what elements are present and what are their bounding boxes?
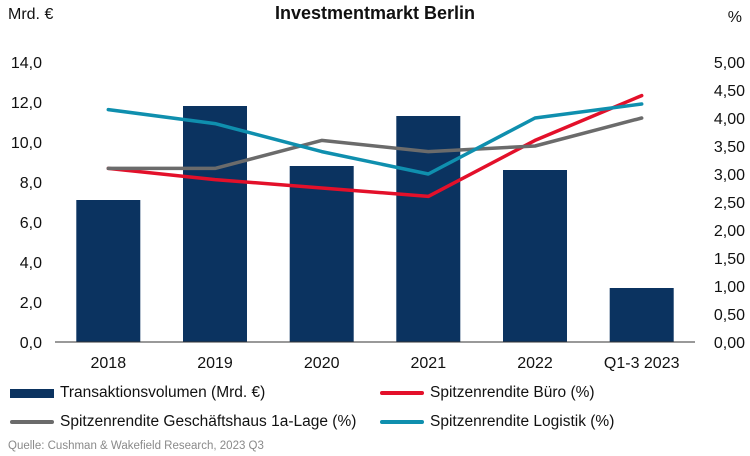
- bar-4: [503, 170, 567, 342]
- y-right-tick-label: 0,50: [714, 307, 745, 324]
- series-1-point-0: [107, 167, 110, 170]
- series-0-point-2: [320, 186, 323, 190]
- bar-2: [289, 166, 354, 342]
- y-left-tick-label: 6,0: [20, 215, 42, 232]
- y-left-tick-label: 2,0: [20, 295, 42, 312]
- x-tick-label: Q1-3 2023: [604, 355, 680, 372]
- series-0-point-3: [427, 195, 430, 198]
- y-left-tick-label: 0,0: [20, 335, 42, 352]
- legend-item-bars: Transaktionsvolumen (Mrd. €): [10, 384, 265, 402]
- series-1-point-3: [427, 150, 430, 153]
- series-1-point-4: [533, 144, 537, 148]
- source-note: Quelle: Cushman & Wakefield Research, 20…: [8, 440, 264, 452]
- y-right-tick-label: 4,00: [714, 111, 745, 128]
- series-0-point-5: [640, 94, 643, 97]
- chart-title: Investmentmarkt Berlin: [275, 3, 475, 23]
- series-1-point-1: [213, 167, 217, 170]
- y-left-tick-label: 4,0: [20, 255, 42, 272]
- y-right-unit-label: %: [728, 9, 742, 26]
- y-right-tick-label: 3,50: [714, 139, 745, 156]
- y-right-tick-label: 2,50: [714, 195, 745, 212]
- legend-swatch-geschaeftshaus: [10, 420, 54, 424]
- bar-5: [609, 288, 674, 342]
- y-right-tick-label: 3,00: [714, 167, 745, 184]
- x-tick-label: 2019: [197, 355, 233, 372]
- legend-item-buero: Spitzenrendite Büro (%): [380, 384, 595, 402]
- y-right-tick-label: 5,00: [714, 55, 745, 72]
- series-2-point-2: [320, 150, 323, 153]
- series-2-point-1: [213, 122, 217, 125]
- series-0-point-1: [213, 178, 217, 181]
- series-0-point-4: [533, 139, 537, 142]
- series-2-point-5: [640, 102, 643, 106]
- series-2-point-4: [533, 116, 537, 120]
- legend-swatch-logistik: [380, 420, 424, 424]
- bar-3: [396, 116, 461, 342]
- legend-label-buero: Spitzenrendite Büro (%): [430, 384, 595, 401]
- series-line-1: [106, 116, 644, 171]
- series-1-point-5: [640, 116, 643, 120]
- legend-label-bars: Transaktionsvolumen (Mrd. €): [60, 384, 266, 401]
- bar-0: [76, 200, 141, 342]
- series-2-point-3: [427, 172, 430, 176]
- legend-item-geschaeftshaus: Spitzenrendite Geschäftshaus 1a-Lage (%): [10, 413, 356, 431]
- y-right-tick-label: 0,00: [714, 335, 745, 352]
- x-tick-label: 2018: [91, 355, 127, 372]
- y-right-tick-label: 4,50: [714, 83, 745, 100]
- y-left-tick-label: 14,0: [11, 55, 42, 72]
- legend-item-logistik: Spitzenrendite Logistik (%): [380, 413, 614, 431]
- y-right-tick-label: 1,50: [714, 251, 745, 268]
- y-right-tick-label: 2,00: [714, 223, 745, 240]
- x-tick-label: 2020: [304, 355, 340, 372]
- bar-1: [183, 106, 247, 342]
- series-1-point-2: [320, 139, 323, 142]
- series-line-0: [106, 93, 644, 199]
- y-left-tick-label: 10,0: [11, 135, 42, 152]
- legend-label-geschaeftshaus: Spitzenrendite Geschäftshaus 1a-Lage (%): [60, 413, 357, 430]
- series-2-point-0: [107, 108, 110, 111]
- y-left-tick-label: 8,0: [20, 175, 42, 192]
- legend-label-logistik: Spitzenrendite Logistik (%): [430, 413, 615, 430]
- series-line-2: [106, 102, 644, 176]
- legend-swatch-buero: [380, 391, 424, 395]
- x-tick-label: 2022: [517, 355, 553, 372]
- y-left-unit-label: Mrd. €: [8, 6, 53, 23]
- x-tick-label: 2021: [411, 355, 447, 372]
- y-right-tick-label: 1,00: [714, 279, 745, 296]
- y-left-tick-label: 12,0: [11, 95, 42, 112]
- legend-swatch-bars: [10, 388, 54, 398]
